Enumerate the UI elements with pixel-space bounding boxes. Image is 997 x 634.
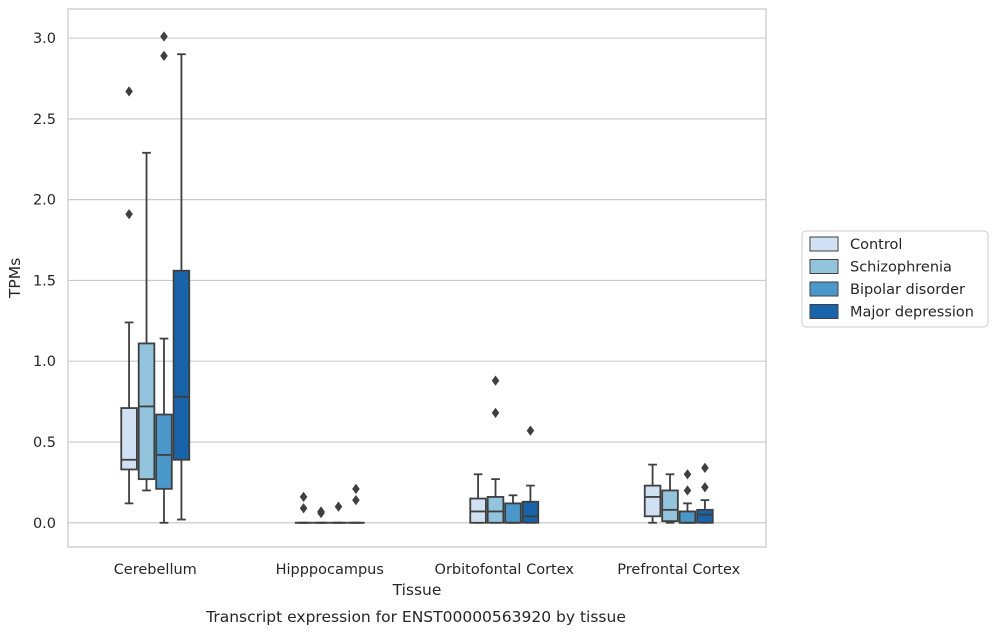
legend: Control Schizophrenia Bipolar disorder Majo… [801, 230, 989, 328]
x-tick-label: Orbitofontal Cortex [435, 562, 575, 578]
box-body [678, 510, 697, 524]
box-control [469, 473, 487, 524]
x-axis-title: Tissue [392, 581, 442, 599]
box-bipolar-disorder [155, 31, 173, 524]
box-body [137, 342, 156, 481]
y-axis-title: TPMs [6, 258, 24, 299]
outlier-point [299, 503, 308, 514]
y-tick-label: 2.0 [33, 193, 56, 209]
box-major-depression [172, 53, 191, 521]
box-schizophrenia [661, 473, 679, 524]
x-tick-label: Cerebellum [114, 562, 197, 578]
outlier-point [299, 491, 308, 503]
legend-frame [801, 230, 989, 328]
outlier-point [352, 483, 360, 494]
legend-swatch [809, 259, 839, 274]
y-tick-label: 2.5 [33, 112, 56, 128]
outlier-point [683, 485, 692, 496]
outlier-point [491, 407, 500, 419]
y-tick-labels: 0.0 0.5 1.0 1.5 2.0 2.5 3.0 [33, 31, 56, 532]
legend-swatch [809, 236, 839, 252]
box-body [696, 508, 714, 524]
box-major-depression [696, 462, 714, 524]
outlier-point [491, 375, 500, 386]
y-tick-label: 0.5 [33, 435, 56, 451]
legend-swatch [809, 281, 839, 297]
x-tick-label: Prefrontal Cortex [617, 562, 740, 578]
outlier-point [352, 495, 360, 506]
outlier-point [701, 482, 709, 493]
box-body [155, 413, 173, 490]
box-series [120, 31, 714, 524]
box-body [521, 500, 540, 524]
box-schizophrenia [312, 506, 330, 524]
outlier-point [683, 469, 692, 480]
outlier-point [701, 462, 709, 473]
outlier-point [160, 50, 168, 61]
box-bipolar-disorder [678, 469, 697, 524]
x-tick-labels: Cerebellum Hipppocampus Orbitofontal Corte… [114, 562, 741, 578]
outlier-point [334, 501, 343, 512]
box-body [643, 484, 662, 518]
box-schizophrenia [486, 375, 505, 524]
legend-label: Control [850, 237, 902, 253]
outlier-point [160, 31, 168, 42]
y-tick-label: 0.0 [33, 516, 56, 532]
legend-label: Major depression [850, 305, 974, 321]
y-tick-label: 1.5 [33, 273, 56, 289]
outlier-point [317, 506, 325, 517]
x-tick-label: Hipppocampus [276, 562, 384, 578]
box-body [504, 502, 522, 524]
legend-swatch [809, 304, 839, 319]
box-major-depression [347, 483, 365, 524]
outlier-point [125, 86, 133, 97]
box-control [294, 491, 313, 524]
outlier-point [526, 425, 535, 436]
outlier-point [125, 209, 133, 220]
legend-label: Schizophrenia [850, 260, 952, 276]
plot-frame [67, 8, 767, 548]
y-tick-label: 1.0 [33, 354, 56, 370]
chart-caption: Transcript expression for ENST0000056392… [205, 608, 626, 626]
box-body [661, 489, 679, 523]
legend-label: Bipolar disorder [850, 282, 965, 298]
box-schizophrenia [137, 151, 156, 492]
box-major-depression [521, 425, 540, 524]
box-bipolar-disorder [504, 494, 522, 524]
box-bipolar-disorder [329, 501, 348, 524]
box-control [643, 463, 662, 524]
y-tick-label: 3.0 [33, 31, 56, 47]
box-body [120, 407, 138, 471]
box-body [486, 496, 505, 524]
box-control [120, 86, 138, 505]
box-body [172, 269, 191, 461]
